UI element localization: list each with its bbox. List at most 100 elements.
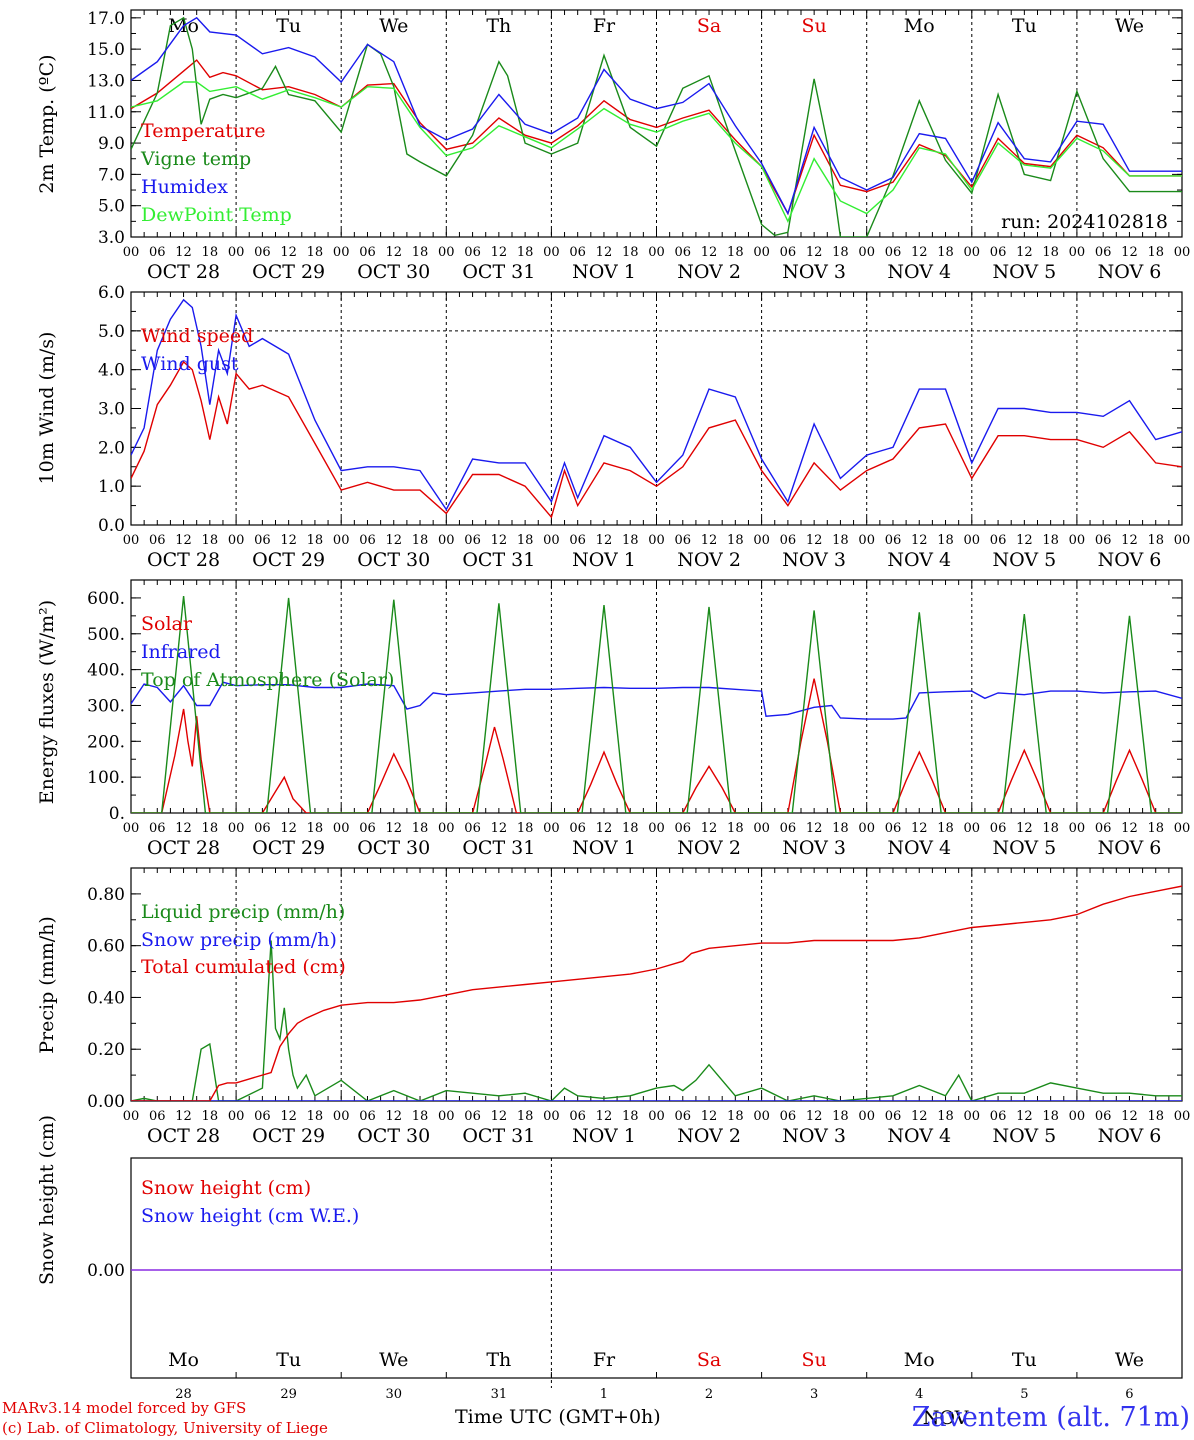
hour-tick-label: 12 — [1016, 245, 1033, 260]
date-label: NOV 6 — [1098, 837, 1162, 859]
y-tick-label: 3.0 — [98, 228, 125, 248]
hour-tick-label: 06 — [780, 533, 797, 548]
series-group-precip — [131, 885, 1182, 1101]
hour-tick-label: 00 — [228, 821, 245, 836]
hour-tick-label: 12 — [175, 821, 192, 836]
date-label: NOV 4 — [887, 1125, 951, 1147]
hour-tick-label: 18 — [832, 245, 849, 260]
hour-tick-label: 06 — [990, 1109, 1007, 1124]
hour-tick-label: 00 — [123, 245, 140, 260]
hour-tick-label: 18 — [202, 821, 219, 836]
hour-tick-label: 12 — [1016, 1109, 1033, 1124]
hour-tick-label: 12 — [280, 533, 297, 548]
hour-tick-label: 12 — [491, 1109, 508, 1124]
hour-tick-label: 18 — [1042, 821, 1059, 836]
legend-entry: Snow height (cm) — [141, 1177, 311, 1199]
hour-tick-label: 06 — [780, 1109, 797, 1124]
hour-tick-label: 06 — [569, 1109, 586, 1124]
model-credit: MARv3.14 model forced by GFS — [2, 1399, 247, 1417]
hour-tick-label: 12 — [175, 533, 192, 548]
hour-tick-label: 06 — [1095, 1109, 1112, 1124]
series-line-temperature-1 — [131, 16, 1182, 237]
date-label: NOV 3 — [782, 1125, 846, 1147]
hour-tick-label: 18 — [622, 821, 639, 836]
hour-tick-label: 06 — [885, 1109, 902, 1124]
legend-entry: Humidex — [141, 176, 228, 198]
hour-tick-label: 06 — [675, 821, 692, 836]
hour-tick-label: 12 — [701, 821, 718, 836]
y-tick-label: 500. — [87, 625, 125, 645]
y-tick-label: 17.0 — [87, 9, 125, 29]
y-tick-label: 1.0 — [98, 477, 125, 497]
y-axis-label-temperature: 2m Temp. (ºC) — [36, 54, 58, 193]
hour-tick-label: 18 — [307, 1109, 324, 1124]
hour-tick-label: 00 — [1174, 533, 1191, 548]
hour-tick-label: 18 — [517, 821, 534, 836]
hour-tick-label: 12 — [806, 533, 823, 548]
hour-tick-label: 06 — [464, 245, 481, 260]
hour-tick-label: 18 — [832, 1109, 849, 1124]
hour-tick-label: 18 — [727, 1109, 744, 1124]
y-tick-label: 0.60 — [87, 937, 125, 957]
date-label: NOV 5 — [992, 549, 1056, 571]
series-line-wind-1 — [131, 298, 1182, 511]
bottom-day-number: 3 — [810, 1387, 818, 1402]
y-tick-label: 5.0 — [98, 322, 125, 342]
hour-tick-label: 12 — [596, 245, 613, 260]
date-label: NOV 3 — [782, 837, 846, 859]
legend-entry: Vigne temp — [140, 148, 251, 170]
run-annotation: run: 2024102818 — [1001, 211, 1168, 233]
y-axis-label-snow: Snow height (cm) — [36, 1115, 58, 1285]
hour-tick-label: 06 — [990, 533, 1007, 548]
hour-tick-label: 18 — [622, 1109, 639, 1124]
bottom-weekday-label: We — [379, 1349, 408, 1371]
date-label: OCT 29 — [252, 549, 325, 571]
hour-tick-label: 00 — [1174, 1109, 1191, 1124]
hour-tick-label: 12 — [491, 821, 508, 836]
hour-tick-label: 00 — [648, 1109, 665, 1124]
hour-tick-label: 12 — [175, 245, 192, 260]
hour-tick-label: 06 — [254, 821, 271, 836]
series-line-precip-0 — [131, 940, 1182, 1101]
date-label: NOV 1 — [572, 837, 636, 859]
y-tick-label: 11.0 — [87, 103, 125, 123]
weekday-label: Th — [486, 15, 511, 37]
hour-tick-label: 06 — [885, 533, 902, 548]
hour-tick-label: 00 — [858, 245, 875, 260]
hour-tick-label: 18 — [727, 533, 744, 548]
hour-tick-label: 18 — [1042, 245, 1059, 260]
series-line-temperature-0 — [131, 59, 1182, 216]
hour-tick-label: 18 — [937, 1109, 954, 1124]
legend-entry: Wind gust — [141, 353, 239, 375]
series-line-temperature-3 — [131, 81, 1182, 224]
hour-tick-label: 18 — [412, 245, 429, 260]
hour-tick-label: 12 — [385, 1109, 402, 1124]
hour-tick-label: 18 — [412, 1109, 429, 1124]
date-label: OCT 31 — [462, 549, 535, 571]
date-label: OCT 30 — [357, 261, 430, 283]
hour-tick-label: 06 — [1095, 245, 1112, 260]
bottom-weekday-label: We — [1115, 1349, 1144, 1371]
hour-tick-label: 18 — [517, 245, 534, 260]
legend-entry: Infrared — [141, 641, 221, 663]
legend-entry: Solar — [141, 613, 193, 635]
date-label: NOV 5 — [992, 261, 1056, 283]
hour-tick-label: 00 — [753, 1109, 770, 1124]
hour-tick-label: 00 — [543, 821, 560, 836]
hour-tick-label: 12 — [596, 1109, 613, 1124]
hour-tick-label: 00 — [858, 1109, 875, 1124]
hour-tick-label: 12 — [280, 1109, 297, 1124]
weekday-label: Mo — [904, 15, 935, 37]
date-label: OCT 29 — [252, 1125, 325, 1147]
hour-tick-label: 12 — [911, 533, 928, 548]
y-tick-label: 0.0 — [98, 516, 125, 536]
hour-tick-label: 00 — [123, 821, 140, 836]
hour-tick-label: 06 — [149, 245, 166, 260]
legend-entry: Snow precip (mm/h) — [141, 929, 337, 951]
legend-entry: DewPoint Temp — [141, 204, 292, 226]
series-line-wind-0 — [131, 360, 1182, 519]
hour-tick-label: 18 — [727, 821, 744, 836]
bottom-day-number: 28 — [175, 1387, 192, 1402]
y-tick-label: 15.0 — [87, 40, 125, 60]
